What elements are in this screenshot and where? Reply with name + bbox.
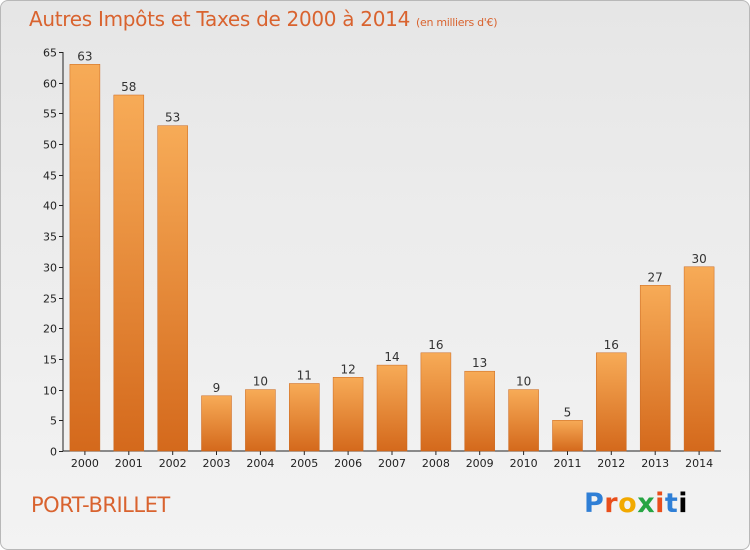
x-tick-label: 2007 <box>378 457 406 470</box>
x-tick-label: 2013 <box>641 457 669 470</box>
y-tick-label: 25 <box>43 293 57 306</box>
value-label: 13 <box>472 356 487 370</box>
y-tick-label: 5 <box>50 415 57 428</box>
x-tick-label: 2002 <box>159 457 187 470</box>
value-label: 63 <box>77 49 92 63</box>
bar-2013 <box>639 285 671 452</box>
bar-2008 <box>420 352 452 452</box>
chart-title-text: Autres Impôts et Taxes de 2000 à 2014 <box>29 7 410 31</box>
y-tick-label: 15 <box>43 354 57 367</box>
bar-2006 <box>332 377 364 452</box>
x-tick-label: 2003 <box>203 457 231 470</box>
x-tick-label: 2005 <box>290 457 318 470</box>
x-tick-label: 2000 <box>71 457 99 470</box>
y-tick-label: 35 <box>43 231 57 244</box>
y-tick-label: 40 <box>43 200 57 213</box>
bar-2010 <box>508 389 539 452</box>
y-tick-label: 30 <box>43 262 57 275</box>
place-name: PORT-BRILLET <box>31 493 170 517</box>
bar-2009 <box>464 370 495 452</box>
chart-bars <box>69 64 715 452</box>
x-tick-label: 2010 <box>510 457 538 470</box>
bar-2012 <box>596 352 627 452</box>
bar-2011 <box>552 420 583 452</box>
value-label: 10 <box>253 375 268 389</box>
bar-2007 <box>376 364 408 452</box>
bar-2000 <box>69 64 101 452</box>
value-label: 9 <box>213 381 221 395</box>
x-tick-label: 2011 <box>554 457 582 470</box>
bar-2005 <box>289 383 320 452</box>
value-label: 27 <box>648 270 663 284</box>
value-label: 16 <box>604 338 619 352</box>
y-tick-label: 55 <box>43 108 57 121</box>
x-tick-label: 2001 <box>115 457 143 470</box>
bar-2003 <box>201 395 232 452</box>
bar-2002 <box>157 125 188 452</box>
x-tick-label: 2014 <box>685 457 713 470</box>
chart-title: Autres Impôts et Taxes de 2000 à 2014 (en… <box>29 7 497 31</box>
value-label: 10 <box>516 375 531 389</box>
proxiti-logo: Proxiti <box>584 488 689 519</box>
y-tick-label: 10 <box>43 385 57 398</box>
y-tick-label: 0 <box>50 446 57 459</box>
bar-2001 <box>113 94 145 452</box>
value-label: 16 <box>428 338 443 352</box>
chart-unit: (en milliers d'€) <box>416 16 498 29</box>
value-label: 53 <box>165 111 180 125</box>
y-tick-label: 60 <box>43 78 57 91</box>
value-label: 58 <box>121 80 136 94</box>
y-tick-label: 45 <box>43 170 57 183</box>
value-label: 14 <box>384 350 399 364</box>
x-tick-label: 2004 <box>246 457 274 470</box>
chart-labels: 63 2000 58 2001 53 2002 9 2003 10 2004 11 2005 12 200… <box>71 49 713 470</box>
value-label: 12 <box>340 362 355 376</box>
y-tick-label: 50 <box>43 139 57 152</box>
chart-axes: 0 5 10 15 20 25 30 35 40 45 50 55 60 65 <box>43 47 721 459</box>
value-label: 30 <box>691 252 706 266</box>
x-tick-label: 2008 <box>422 457 450 470</box>
value-label: 11 <box>297 369 312 383</box>
y-tick-label: 65 <box>43 47 57 60</box>
value-label: 5 <box>564 405 572 419</box>
x-tick-label: 2006 <box>334 457 362 470</box>
bar-2014 <box>683 266 715 452</box>
bar-2004 <box>245 389 276 452</box>
y-tick-label: 20 <box>43 323 57 336</box>
x-tick-label: 2012 <box>597 457 625 470</box>
x-tick-label: 2009 <box>466 457 494 470</box>
